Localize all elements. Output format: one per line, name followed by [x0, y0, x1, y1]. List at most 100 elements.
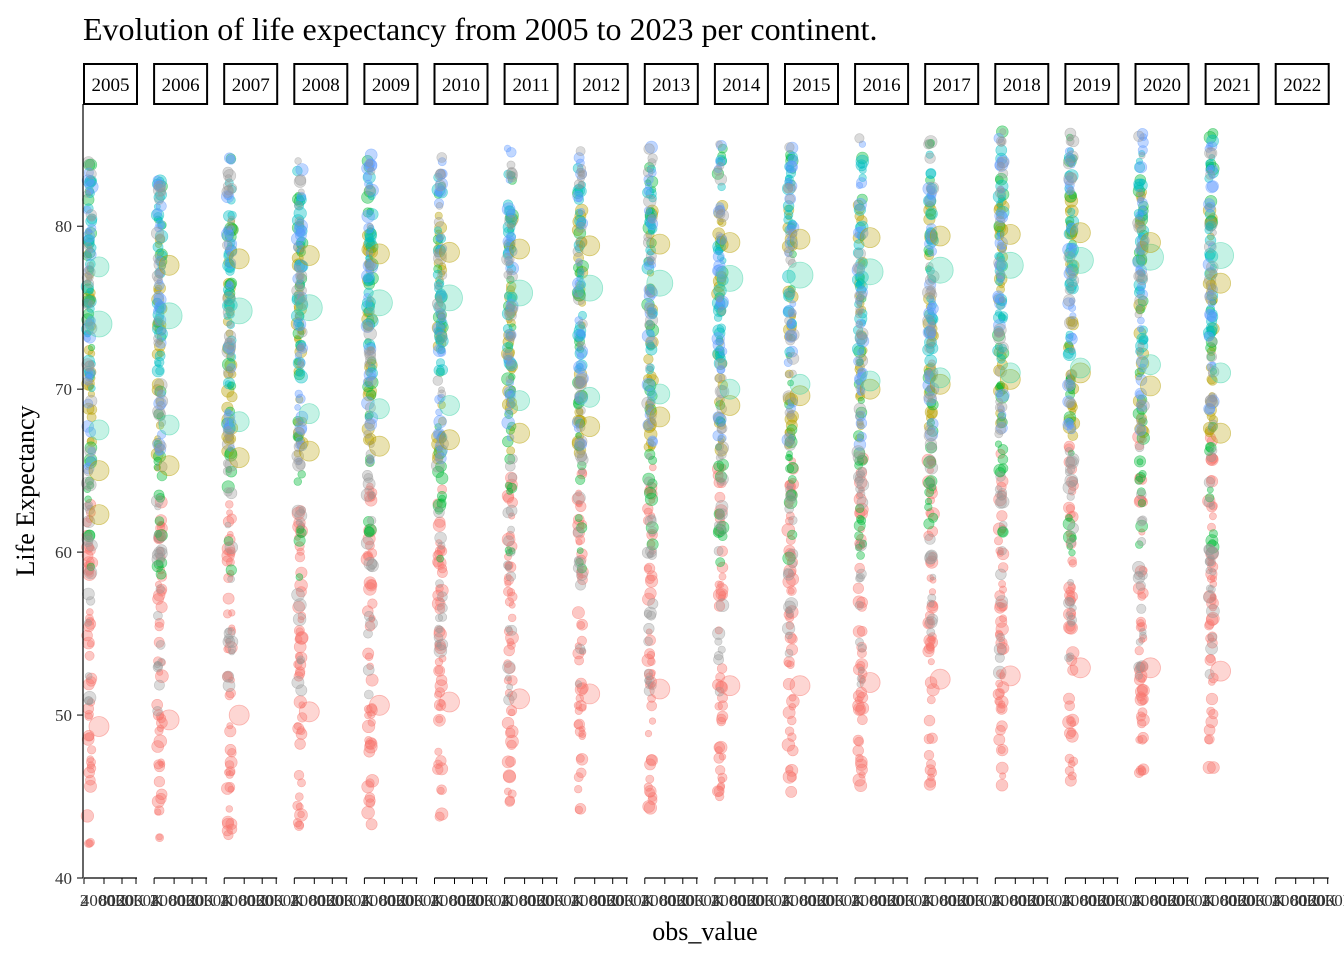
data-point-africa	[506, 739, 517, 750]
data-point-oceania	[573, 360, 587, 374]
data-point-europe	[436, 364, 448, 376]
data-point-africa	[85, 613, 94, 623]
data-point-other	[1065, 611, 1074, 619]
data-point-oceania	[226, 155, 236, 165]
data-point-africa	[786, 771, 798, 783]
data-point-africa	[225, 500, 234, 509]
data-point-other	[437, 612, 448, 622]
data-point-other	[294, 200, 303, 210]
data-point-other	[297, 361, 305, 369]
data-point-other	[993, 642, 1007, 656]
data-point-other	[923, 139, 934, 150]
data-point-africa	[295, 666, 306, 677]
data-point-oceania	[573, 328, 586, 341]
data-point-asia	[438, 494, 447, 503]
data-point-large	[439, 241, 460, 263]
data-point-other	[1064, 653, 1073, 663]
data-point-oceania	[577, 208, 586, 216]
data-point-oceania	[787, 154, 798, 165]
data-point-africa	[223, 829, 234, 841]
data-point-other	[86, 168, 97, 180]
data-point-other	[155, 584, 165, 594]
data-point-africa	[80, 809, 94, 823]
data-point-other	[854, 476, 864, 486]
data-point-asia	[363, 516, 375, 528]
data-point-africa	[503, 770, 517, 784]
data-point-africa	[648, 717, 657, 725]
data-point-other	[922, 285, 936, 300]
data-point-large	[649, 383, 671, 405]
data-point-africa	[576, 618, 588, 631]
data-point-europe	[292, 165, 303, 177]
data-point-africa	[82, 636, 95, 650]
data-point-large	[999, 362, 1021, 384]
data-point-large	[646, 269, 674, 297]
data-point-asia	[435, 471, 449, 485]
facet-strip-box	[573, 63, 629, 105]
data-point-other	[996, 416, 1007, 427]
data-point-africa	[224, 743, 237, 756]
data-point-other	[223, 169, 237, 183]
data-point-other	[924, 424, 935, 436]
data-point-other	[646, 256, 656, 266]
data-point-other	[715, 140, 723, 148]
data-point-other	[293, 456, 303, 466]
data-point-other	[855, 354, 869, 368]
data-point-other	[785, 335, 796, 346]
data-point-other	[927, 393, 937, 404]
data-point-asia	[1208, 529, 1218, 539]
data-point-africa	[716, 783, 725, 792]
data-point-africa	[86, 837, 95, 847]
data-point-africa	[364, 711, 372, 720]
data-point-other	[155, 233, 166, 244]
data-point-oceania	[294, 259, 308, 273]
data-point-other	[366, 558, 378, 570]
data-point-other	[224, 174, 233, 182]
data-point-africa	[435, 807, 449, 821]
data-point-other	[577, 180, 586, 189]
data-point-africa	[86, 757, 96, 768]
data-point-europe	[435, 358, 445, 368]
data-point-africa	[786, 660, 795, 670]
data-point-oceania	[1204, 201, 1216, 213]
data-point-oceania	[362, 259, 375, 272]
data-point-other	[1134, 310, 1143, 319]
data-point-africa	[295, 627, 304, 636]
data-point-africa	[367, 487, 378, 498]
data-point-large	[579, 683, 601, 705]
data-point-other	[575, 221, 587, 233]
data-point-africa	[1210, 575, 1218, 583]
facet-strip-2011: 2011	[503, 63, 559, 105]
data-point-other	[1203, 476, 1215, 488]
data-point-africa	[364, 620, 376, 632]
data-point-other	[925, 181, 940, 195]
data-point-oceania	[711, 332, 725, 346]
data-point-other	[151, 552, 166, 567]
data-point-oceania	[295, 163, 309, 177]
data-point-africa	[367, 718, 376, 727]
data-point-other	[367, 295, 374, 303]
data-point-africa	[1137, 731, 1149, 744]
data-point-large	[228, 411, 250, 433]
facet-strip-label: 2010	[442, 75, 480, 96]
data-point-oceania	[295, 393, 306, 404]
data-point-africa	[576, 767, 587, 778]
data-point-other	[223, 366, 235, 378]
data-point-africa	[434, 690, 443, 699]
data-point-other	[643, 636, 653, 647]
data-point-other	[1139, 631, 1147, 640]
data-point-other	[221, 438, 235, 451]
data-point-africa	[995, 778, 1009, 792]
data-point-africa	[781, 738, 796, 752]
data-point-other	[153, 316, 163, 326]
data-point-europe	[154, 326, 168, 341]
data-point-asia	[923, 518, 935, 530]
data-point-other	[994, 429, 1004, 439]
data-point-asia	[508, 373, 516, 381]
data-point-africa	[368, 738, 377, 747]
data-point-large	[88, 256, 110, 278]
data-point-oceania	[224, 152, 236, 164]
data-point-other	[1063, 158, 1074, 170]
data-point-europe	[295, 367, 305, 377]
data-point-asia	[296, 527, 307, 538]
